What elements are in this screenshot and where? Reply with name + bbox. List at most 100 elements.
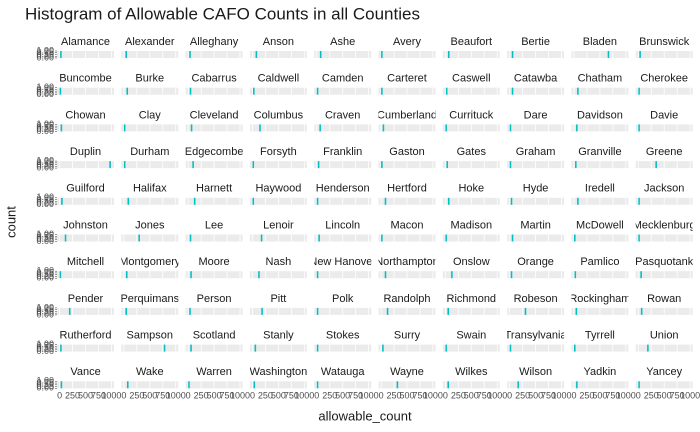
histogram-bar [59,87,62,95]
histogram-bar [638,87,640,95]
strip-label: Jones [135,219,165,231]
y-tick-label: 0.25 [36,197,54,207]
strip-label: Lincoln [325,219,360,231]
histogram-bar [318,234,320,242]
y-tick-label: 1.00 [36,229,54,239]
strip-label: Mecklenburg [633,219,696,231]
x-tick-label: 500 [335,391,350,401]
y-tick-label: 0.75 [36,377,54,387]
histogram-bar [577,197,579,205]
y-tick-label: 1.00 [36,45,54,55]
histogram-bar [510,271,513,279]
histogram-bar [138,234,140,242]
y-tick-label: 0.00 [36,383,54,393]
y-tick-label: 0.00 [36,199,54,209]
histogram-bar [252,197,255,205]
strip-label: Rutherford [60,330,112,342]
histogram-bar [447,197,450,205]
histogram-bar [638,381,640,389]
x-tick-label: 750 [348,391,363,401]
histogram-bar [258,271,260,279]
y-tick-label: 0.75 [36,157,54,167]
strip-label: Vance [70,366,100,378]
x-tick-label: 750 [477,391,492,401]
x-tick-label: 0 [636,391,641,401]
x-tick-label: 0 [314,391,319,401]
histogram-bar [381,51,383,58]
y-tick-label: 1.00 [36,339,54,349]
x-tick-label: 0 [379,391,384,401]
histogram-bar [316,381,319,389]
y-tick-label: 1.00 [36,119,54,129]
histogram-bar [193,197,196,205]
strip-label: Alleghany [190,36,239,48]
histogram-bar [445,234,447,242]
strip-label: Chatham [578,73,623,85]
strip-label: Rowan [647,293,681,305]
histogram-bar [638,197,640,205]
histogram-bar [125,51,127,58]
y-tick-label: 1.00 [36,302,54,312]
histogram-bar [451,271,453,279]
x-tick-label: 250 [644,391,659,401]
strip-label: Dare [524,109,548,121]
strip-label: Currituck [449,109,494,121]
histogram-bar [509,124,512,132]
histogram-bar [573,234,576,242]
histogram-bar [447,51,450,58]
histogram-bar [576,381,578,389]
histogram-bar [384,197,387,205]
histogram-bar [189,51,191,58]
strip-label: Greene [646,146,683,158]
histogram-bar [189,234,192,242]
chart-title: Histogram of Allowable CAFO Counts in al… [25,4,420,23]
histogram-bar [510,197,513,205]
strip-label: Nash [266,256,292,268]
strip-label: Forsyth [260,146,297,158]
histogram-bar [319,124,321,132]
strip-label: Chowan [65,109,105,121]
histogram-bar [445,124,447,132]
x-tick-label: 0 [507,391,512,401]
x-tick-label: 250 [194,391,209,401]
strip-label: Gaston [389,146,424,158]
strip-label: Brunswick [639,36,690,48]
strip-label: Randolph [383,293,430,305]
x-tick-label: 1000 [359,391,379,401]
x-tick-label: 750 [412,391,427,401]
x-tick-label: 250 [129,391,144,401]
strip-label: Stokes [326,330,360,342]
histogram-bar [655,161,657,169]
histogram-bar [509,161,512,169]
x-tick-label: 1000 [680,391,700,401]
y-tick-label: 0.50 [36,306,54,316]
strip-label: New Hanover [309,256,376,268]
strip-label: Wilson [519,366,552,378]
y-tick-label: 0.50 [36,159,54,169]
histogram-bar [524,307,527,315]
strip-label: Buncombe [59,73,112,85]
x-tick-label: 1000 [166,391,186,401]
strip-label: Alexander [125,36,175,48]
strip-label: Johnston [63,219,108,231]
y-axis-label: count [3,206,18,238]
x-tick-label: 0 [186,391,191,401]
histogram-bar [255,51,258,58]
strip-label: Sampson [127,330,173,342]
histogram-bar [381,87,383,95]
strip-label: Graham [516,146,556,158]
x-tick-label: 750 [220,391,235,401]
y-tick-label: 0.25 [36,161,54,171]
x-tick-label: 1000 [423,391,443,401]
strip-label: Watauga [321,366,366,378]
strip-label: Yadkin [583,366,616,378]
strip-label: Halifax [133,183,167,195]
y-tick-label: 0.00 [36,52,54,62]
strip-label: Granville [578,146,621,158]
histogram-bar [517,381,520,389]
strip-label: Hoke [458,183,484,195]
x-tick-label: 500 [592,391,607,401]
histogram-bar [511,87,514,95]
strip-label: Pasquotank [635,256,694,268]
x-tick-label: 250 [322,391,337,401]
